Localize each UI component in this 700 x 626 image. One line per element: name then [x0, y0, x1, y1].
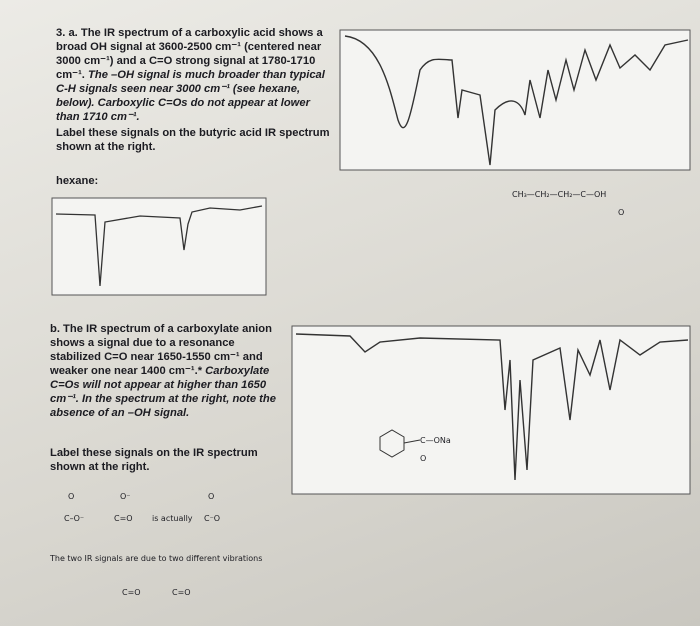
res-left: C–O⁻	[64, 514, 85, 523]
part-b-note: Carboxylate C=Os will not appear at high…	[50, 365, 276, 419]
part-b-instruction: Label these signals on the IR spectrum s…	[50, 447, 258, 473]
vibration: C=O	[122, 588, 141, 597]
part-a-text: 3. a. The IR spectrum of a carboxylic ac…	[56, 27, 323, 81]
part-b: b. The IR spectrum of a carboxylate anio…	[50, 322, 280, 420]
part-a-note: The –OH signal is much broader than typi…	[56, 69, 325, 123]
res-o: O	[208, 492, 215, 501]
spectrum-b-frame	[291, 325, 691, 495]
part-a: 3. a. The IR spectrum of a carboxylic ac…	[56, 26, 331, 124]
butyric-acid-spectrum	[344, 35, 689, 166]
res-caption: The two IR signals are due to two differ…	[50, 554, 263, 563]
bond	[403, 439, 421, 444]
benzoate-oxygen: O	[420, 454, 427, 463]
part-b-text: b. The IR spectrum of a carboxylate anio…	[50, 323, 272, 377]
res-is-actually: is actually	[152, 514, 193, 523]
part-a-instruction: Label these signals on the butyric acid …	[56, 127, 330, 153]
butyric-formula: CH₃—CH₂—CH₂—C—OH	[512, 190, 607, 199]
benzoate-spectrum	[295, 333, 689, 481]
res-o: O	[68, 492, 75, 501]
butyric-oxygen: O	[618, 208, 625, 217]
res-right: C⁻O	[204, 514, 221, 523]
res-mid: C=O	[114, 514, 133, 523]
benzoate-group: C—ONa	[420, 436, 451, 445]
hexane-spectrum	[55, 205, 263, 287]
spectrum-a-frame	[339, 29, 691, 171]
hexane-frame	[51, 197, 267, 296]
hexane-label: hexane:	[56, 175, 99, 187]
vibration: C=O	[172, 588, 191, 597]
res-o: O⁻	[120, 492, 131, 501]
benzene-ring	[379, 429, 405, 458]
